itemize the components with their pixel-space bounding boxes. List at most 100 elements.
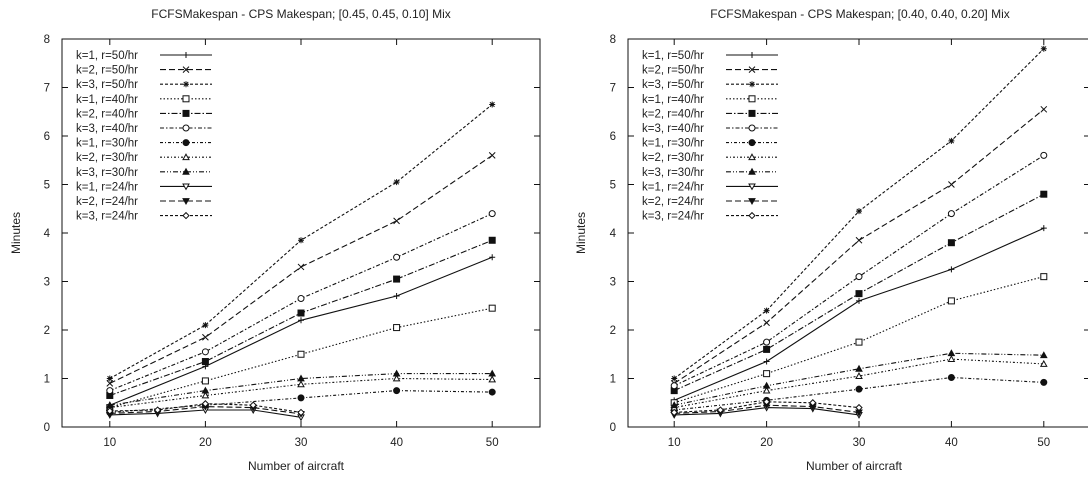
y-tick-label: 7 <box>610 83 616 95</box>
data-point <box>671 375 678 382</box>
data-point <box>855 364 863 372</box>
data-point <box>488 375 497 383</box>
y-axis-label: Minutes <box>9 212 23 254</box>
data-point <box>763 358 770 365</box>
legend-label: k=1, r=30/hr <box>76 138 138 150</box>
legend-marker <box>748 211 756 220</box>
data-point <box>809 399 817 407</box>
series-line <box>106 152 496 387</box>
legend-marker <box>182 66 190 73</box>
data-point <box>670 408 678 417</box>
data-point <box>855 273 863 281</box>
y-tick-label: 3 <box>610 277 616 289</box>
legend: k=1, r=50/hr k=2, r=50/hr k=3, r=50/hr k=1,… <box>76 50 212 223</box>
series-line <box>105 369 497 409</box>
legend-marker <box>182 109 190 117</box>
data-point <box>106 379 114 387</box>
data-point <box>1040 378 1048 386</box>
legend-marker <box>182 167 190 175</box>
data-point <box>855 338 863 346</box>
legend-label: k=3, r=50/hr <box>76 79 138 91</box>
data-point <box>763 307 770 314</box>
data-point <box>947 355 956 362</box>
legend-label: k=3, r=30/hr <box>642 167 704 179</box>
data-point <box>489 101 496 108</box>
x-tick-label: 10 <box>668 437 681 449</box>
legend-label: k=1, r=40/hr <box>642 94 704 106</box>
data-point <box>249 401 257 409</box>
data-point <box>1040 190 1048 198</box>
data-point <box>392 374 401 382</box>
y-tick-label: 6 <box>610 131 616 143</box>
data-point <box>201 358 209 366</box>
legend-label: k=2, r=50/hr <box>642 65 704 77</box>
legend-marker <box>182 183 190 191</box>
legend-marker <box>749 81 755 88</box>
x-tick-label: 50 <box>1037 437 1050 449</box>
data-point <box>488 388 496 396</box>
data-point <box>298 237 304 244</box>
legend-marker <box>183 81 189 88</box>
legend-marker <box>748 167 756 175</box>
y-tick-label: 3 <box>44 277 50 289</box>
data-point <box>947 210 955 218</box>
legend-marker <box>182 211 190 220</box>
series-line <box>670 190 1048 395</box>
y-tick-label: 8 <box>610 34 616 46</box>
legend-label: k=1, r=50/hr <box>642 50 704 62</box>
data-point <box>297 394 305 402</box>
data-point <box>201 377 209 385</box>
data-point <box>763 338 771 346</box>
legend-label: k=3, r=50/hr <box>642 79 704 91</box>
data-point <box>763 345 771 353</box>
chart-2: FCFSMakespan - CPS Makespan; [0.40, 0.40… <box>574 7 1088 473</box>
series-line <box>105 374 497 411</box>
data-point <box>855 236 863 244</box>
data-point <box>106 387 114 395</box>
data-point <box>392 369 401 377</box>
data-point <box>1040 151 1048 159</box>
legend-label: k=3, r=40/hr <box>642 123 704 135</box>
data-point <box>1039 359 1048 367</box>
y-tick-label: 7 <box>44 83 50 95</box>
x-tick-label: 40 <box>390 437 403 449</box>
legend-marker <box>748 183 756 191</box>
data-point <box>297 309 305 317</box>
series-line <box>106 236 496 399</box>
data-point <box>855 385 863 393</box>
series-line <box>671 225 1047 404</box>
data-point <box>856 297 862 304</box>
data-point <box>670 401 679 409</box>
data-point <box>716 406 725 414</box>
series-line <box>106 400 305 417</box>
x-axis-label: Number of aircraft <box>806 459 903 473</box>
data-point <box>947 349 956 357</box>
series-line-path <box>109 377 493 409</box>
data-point <box>201 348 209 356</box>
legend-label: k=1, r=24/hr <box>76 181 138 193</box>
legend-label: k=3, r=30/hr <box>76 167 138 179</box>
legend-label: k=2, r=30/hr <box>76 152 138 164</box>
legend-marker <box>748 109 756 117</box>
data-point <box>1040 105 1048 113</box>
data-point <box>856 208 862 215</box>
legend-marker <box>748 66 756 73</box>
data-point <box>762 398 771 406</box>
y-axis-label: Minutes <box>574 212 588 254</box>
data-point <box>489 254 496 261</box>
y-tick-label: 1 <box>610 374 616 386</box>
data-point <box>948 266 955 273</box>
data-point <box>201 391 210 399</box>
data-point <box>393 253 401 261</box>
data-point <box>298 317 304 324</box>
legend-label: k=2, r=40/hr <box>642 108 704 120</box>
series-line <box>670 151 1048 390</box>
legend-marker <box>748 95 756 103</box>
data-point <box>488 304 496 312</box>
data-point <box>1040 45 1047 52</box>
y-tick-label: 2 <box>610 325 616 337</box>
data-point <box>947 239 955 247</box>
data-point <box>201 386 210 394</box>
y-tick-label: 0 <box>44 422 50 434</box>
legend-label: k=2, r=24/hr <box>76 196 138 208</box>
